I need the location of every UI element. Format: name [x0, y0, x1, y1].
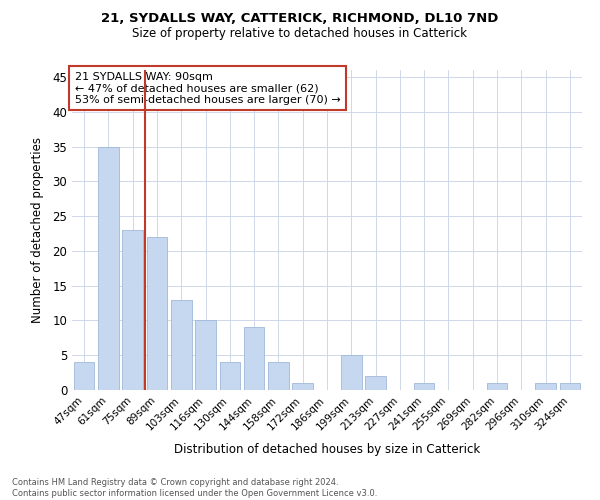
- Bar: [535, 383, 556, 390]
- Y-axis label: Number of detached properties: Number of detached properties: [31, 137, 44, 323]
- Bar: [98, 146, 119, 390]
- Bar: [74, 362, 94, 390]
- Bar: [365, 376, 386, 390]
- X-axis label: Distribution of detached houses by size in Catterick: Distribution of detached houses by size …: [174, 443, 480, 456]
- Text: Contains HM Land Registry data © Crown copyright and database right 2024.
Contai: Contains HM Land Registry data © Crown c…: [12, 478, 377, 498]
- Bar: [220, 362, 240, 390]
- Bar: [414, 383, 434, 390]
- Bar: [560, 383, 580, 390]
- Text: 21, SYDALLS WAY, CATTERICK, RICHMOND, DL10 7ND: 21, SYDALLS WAY, CATTERICK, RICHMOND, DL…: [101, 12, 499, 26]
- Bar: [487, 383, 508, 390]
- Bar: [195, 320, 216, 390]
- Text: Size of property relative to detached houses in Catterick: Size of property relative to detached ho…: [133, 28, 467, 40]
- Text: 21 SYDALLS WAY: 90sqm
← 47% of detached houses are smaller (62)
53% of semi-deta: 21 SYDALLS WAY: 90sqm ← 47% of detached …: [74, 72, 340, 105]
- Bar: [171, 300, 191, 390]
- Bar: [122, 230, 143, 390]
- Bar: [268, 362, 289, 390]
- Bar: [341, 355, 362, 390]
- Bar: [292, 383, 313, 390]
- Bar: [146, 237, 167, 390]
- Bar: [244, 328, 265, 390]
